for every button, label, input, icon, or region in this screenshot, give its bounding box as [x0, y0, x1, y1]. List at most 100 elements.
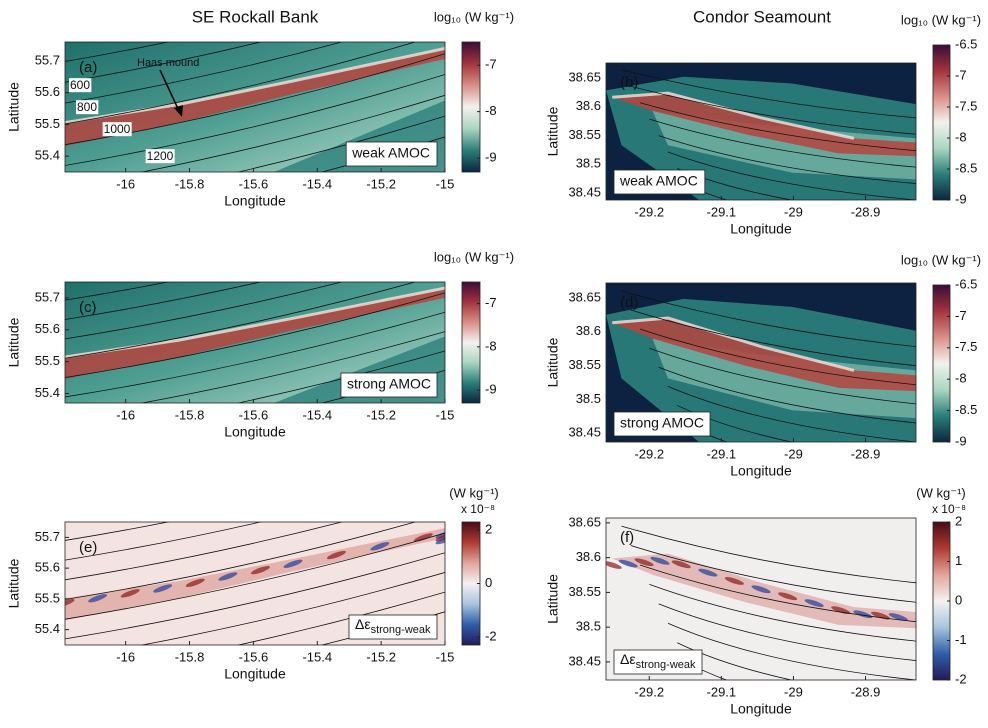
annotation: weak AMOC: [346, 142, 437, 166]
colorbar-tick-label: -7: [485, 295, 497, 310]
y-tick-label: 38.55: [568, 357, 601, 372]
annotation-text: strong AMOC: [620, 415, 704, 431]
y-axis-label: Latitude: [6, 82, 22, 132]
colorbar-tick-label: 0: [485, 575, 492, 590]
colorbar-label: log₁₀ (W kg⁻¹): [434, 249, 514, 264]
panel-label: (d): [620, 294, 638, 311]
y-tick-label: 38.45: [568, 185, 601, 200]
y-tick-label: 38.5: [576, 619, 601, 634]
x-tick-label: -28.9: [851, 684, 881, 699]
y-tick-label: 38.65: [568, 69, 601, 84]
x-tick-label: -15: [436, 649, 455, 664]
colorbar-tick-label: -7: [955, 308, 967, 323]
x-axis-label: Longitude: [730, 221, 792, 237]
y-tick-label: 55.5: [35, 353, 60, 368]
x-axis-label: Longitude: [224, 193, 286, 209]
colorbar-tick-label: -7.5: [955, 339, 977, 354]
colorbar-tick-label: -8: [485, 338, 497, 353]
colorbar-scale: x 10⁻⁸: [461, 502, 495, 516]
panel-label: (b): [620, 74, 638, 91]
y-tick-label: 55.7: [35, 289, 60, 304]
y-tick-label: 55.6: [35, 560, 60, 575]
x-tick-label: -15.6: [239, 407, 269, 422]
y-axis-label: Latitude: [545, 574, 561, 624]
y-tick-label: 38.65: [568, 514, 601, 529]
annotation: strong AMOC: [341, 373, 437, 397]
x-tick-label: -28.9: [851, 446, 881, 461]
y-tick-label: 38.45: [568, 653, 601, 668]
y-tick-label: 38.6: [576, 98, 601, 113]
panel-label: (a): [79, 59, 97, 76]
x-tick-label: -29: [784, 204, 803, 219]
y-tick-label: 38.6: [576, 549, 601, 564]
annotation-subscript: strong-weak: [371, 624, 431, 636]
panel-label: (f): [620, 529, 634, 546]
annotation-subscript: strong-weak: [636, 659, 696, 671]
x-tick-label: -29.1: [707, 204, 737, 219]
x-axis-label: Longitude: [730, 463, 792, 479]
contour-label: 1200: [147, 149, 174, 163]
panel-label: (c): [79, 299, 97, 316]
y-tick-label: 38.55: [568, 584, 601, 599]
x-tick-label: -15.2: [366, 649, 396, 664]
colorbar-tick-label: -8: [485, 103, 497, 118]
colorbar-tick-label: -9: [485, 381, 497, 396]
colorbar-label: log₁₀ (W kg⁻¹): [901, 12, 981, 27]
colorbar-tick-label: -9: [955, 191, 967, 206]
x-tick-label: -16: [116, 649, 135, 664]
colorbar-tick-label: 0: [955, 592, 962, 607]
y-axis-label: Latitude: [545, 106, 561, 156]
x-tick-label: -15.4: [302, 649, 332, 664]
colorbar-tick-label: -6.5: [955, 276, 977, 291]
colorbar-tick-label: -2: [955, 671, 967, 686]
annotation-text: strong AMOC: [347, 376, 431, 392]
colorbar-tick-label: 2: [485, 521, 492, 536]
x-tick-label: -29.2: [634, 204, 664, 219]
y-tick-label: 55.5: [35, 590, 60, 605]
y-axis-label: Latitude: [6, 317, 22, 367]
x-tick-label: -29: [784, 446, 803, 461]
colorbar-tick-label: -2: [485, 628, 497, 643]
x-tick-label: -15.6: [239, 176, 269, 191]
x-tick-label: -16: [116, 407, 135, 422]
annotation-symbol: Δε: [355, 616, 371, 632]
x-axis-label: Longitude: [224, 424, 286, 440]
y-tick-label: 55.7: [35, 529, 60, 544]
y-tick-label: 55.4: [35, 148, 60, 163]
y-tick-label: 38.5: [576, 156, 601, 171]
colorbar: [462, 282, 480, 403]
annotation-text: weak AMOC: [619, 173, 698, 189]
x-axis-label: Longitude: [224, 666, 286, 682]
x-tick-label: -15.8: [175, 649, 205, 664]
contour-label: 1000: [104, 122, 131, 136]
contour-label: 800: [77, 100, 97, 114]
x-tick-label: -29.1: [707, 446, 737, 461]
colorbar-tick-label: -8.5: [955, 402, 977, 417]
x-tick-label: -15.4: [302, 407, 332, 422]
column-title: Condor Seamount: [693, 7, 831, 26]
x-tick-label: -29.1: [707, 684, 737, 699]
annotation: Δεstrong-weak: [349, 615, 437, 639]
y-tick-label: 55.6: [35, 321, 60, 336]
colorbar: [933, 285, 950, 442]
y-tick-label: 55.4: [35, 621, 60, 636]
y-tick-label: 55.7: [35, 52, 60, 67]
x-tick-label: -15.8: [175, 407, 205, 422]
panel-label: (e): [79, 539, 97, 556]
colorbar-label: (W kg⁻¹): [916, 485, 965, 500]
annotation-text: weak AMOC: [351, 145, 430, 161]
pointer-label: Haas mound: [137, 57, 199, 69]
x-tick-label: -15: [436, 407, 455, 422]
x-tick-label: -15.4: [302, 176, 332, 191]
y-tick-label: 55.5: [35, 116, 60, 131]
y-tick-label: 38.65: [568, 289, 601, 304]
colorbar: [933, 45, 950, 200]
y-tick-label: 55.4: [35, 385, 60, 400]
contour-label: 600: [70, 78, 90, 92]
x-tick-label: -29.2: [634, 446, 664, 461]
colorbar-tick-label: -7: [485, 57, 497, 72]
colorbar-tick-label: -9: [485, 150, 497, 165]
annotation: Δεstrong-weak: [614, 650, 702, 674]
annotation: weak AMOC: [614, 170, 705, 194]
colorbar-tick-label: -8: [955, 129, 967, 144]
